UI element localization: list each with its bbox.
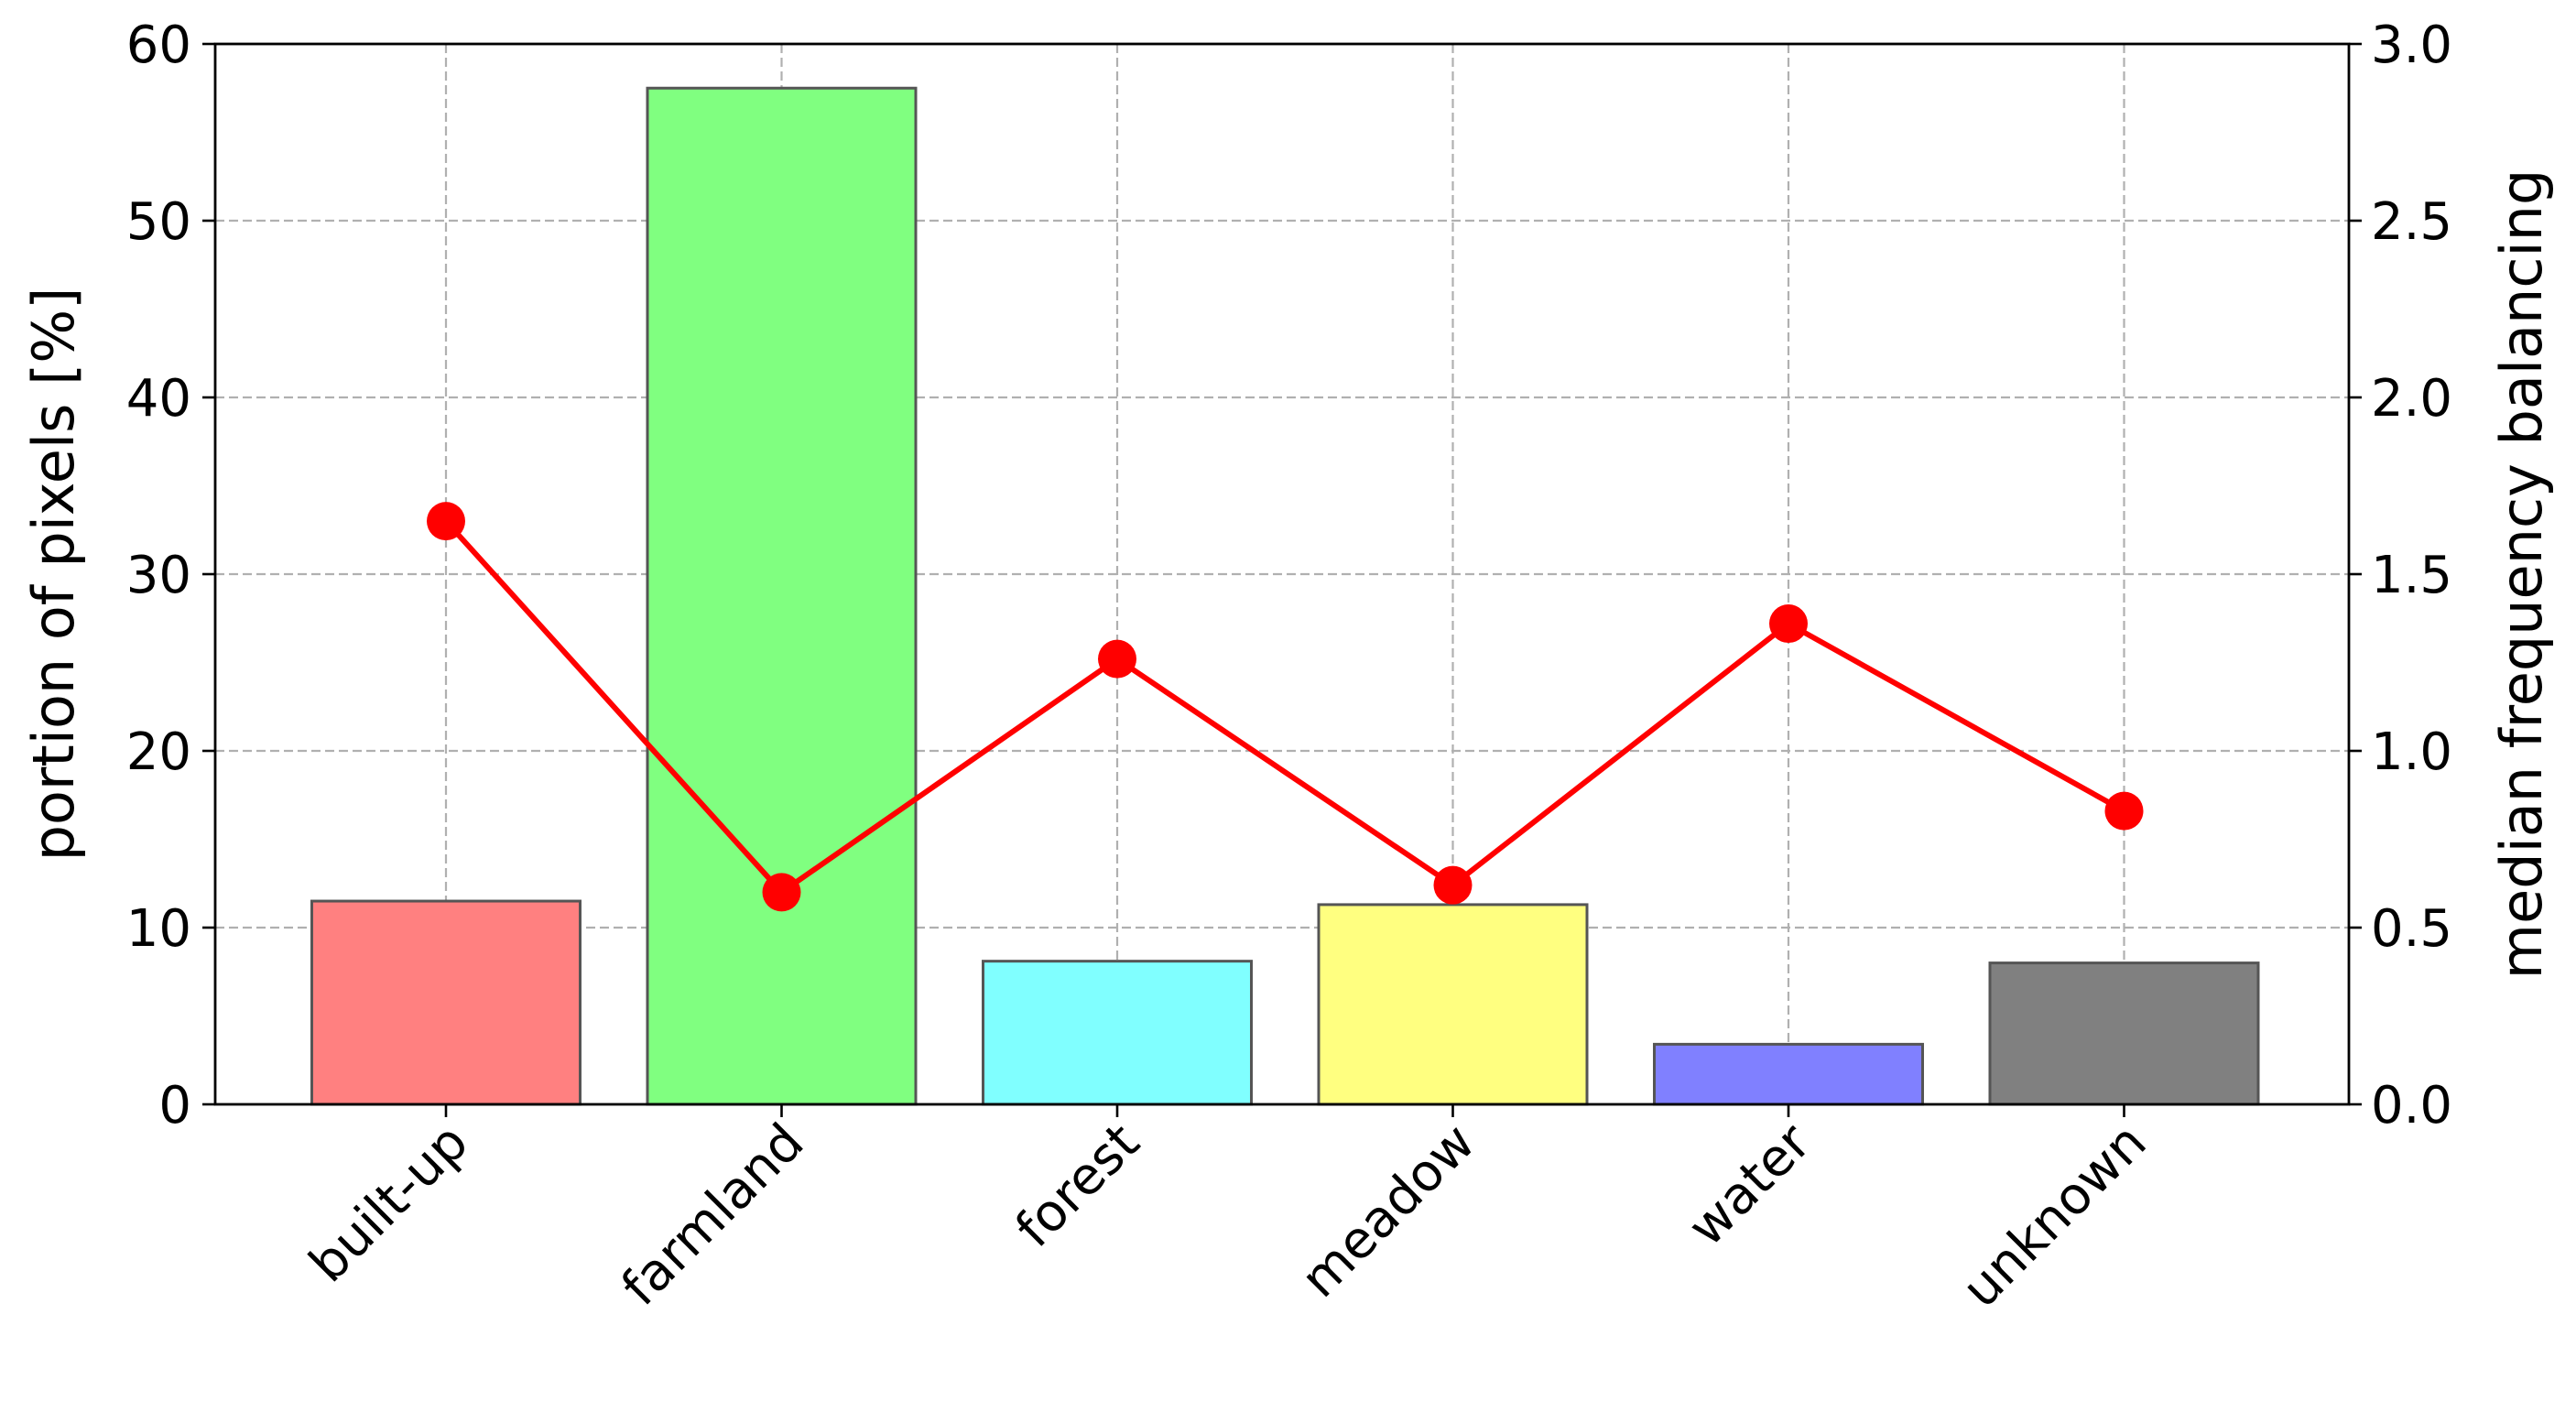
y-left-tick-label: 0 <box>158 1076 191 1135</box>
y-right-tick-label: 0.5 <box>2371 899 2452 959</box>
y-right-tick-label: 1.5 <box>2371 546 2452 605</box>
y-right-tick-label: 3.0 <box>2371 16 2452 75</box>
bar-unknown <box>1988 961 2260 1106</box>
y-axis-left-title: portion of pixels [%] <box>20 288 87 862</box>
line-path <box>443 519 2125 896</box>
line-series <box>427 502 2144 912</box>
line-point-water <box>1769 604 1808 644</box>
x-tick-label-built-up: built-up <box>299 1113 480 1294</box>
y-axis-right-title: median frequency balancing <box>2488 169 2555 980</box>
y-left-tick-label: 50 <box>126 192 191 252</box>
x-tick-label-meadow: meadow <box>1290 1113 1487 1309</box>
line-point-farmland <box>762 873 801 912</box>
x-tick-label-unknown: unknown <box>1951 1113 2158 1320</box>
y-left-tick-label: 40 <box>126 369 191 429</box>
bar-series <box>310 86 2260 1106</box>
bar-built-up <box>310 899 582 1106</box>
y-right-tick-label: 1.0 <box>2371 722 2452 782</box>
x-tick-label-forest: forest <box>1005 1113 1151 1259</box>
y-right-tick-label: 0.0 <box>2371 1076 2452 1135</box>
y-left-tick-label: 60 <box>126 16 191 75</box>
line-point-unknown <box>2104 791 2144 831</box>
bar-forest <box>982 960 1253 1106</box>
bar-meadow <box>1317 903 1589 1106</box>
axes: 0 10 20 30 40 50 60 0.0 0.5 1.0 1.5 2.0 2.5 3.0 built-… <box>126 16 2452 1320</box>
bar-farmland <box>646 86 918 1106</box>
line-point-built-up <box>427 502 465 541</box>
line-point-meadow <box>1433 865 1473 905</box>
bar-water <box>1653 1042 1924 1106</box>
y-left-tick-label: 30 <box>126 546 191 605</box>
x-tick-label-farmland: farmland <box>611 1113 816 1318</box>
y-right-tick-label: 2.0 <box>2371 369 2452 429</box>
y-right-tick-label: 2.5 <box>2371 192 2452 252</box>
y-left-tick-label: 10 <box>126 899 191 959</box>
y-left-tick-label: 20 <box>126 722 191 782</box>
line-point-forest <box>1098 639 1136 679</box>
x-tick-label-water: water <box>1677 1112 1822 1257</box>
